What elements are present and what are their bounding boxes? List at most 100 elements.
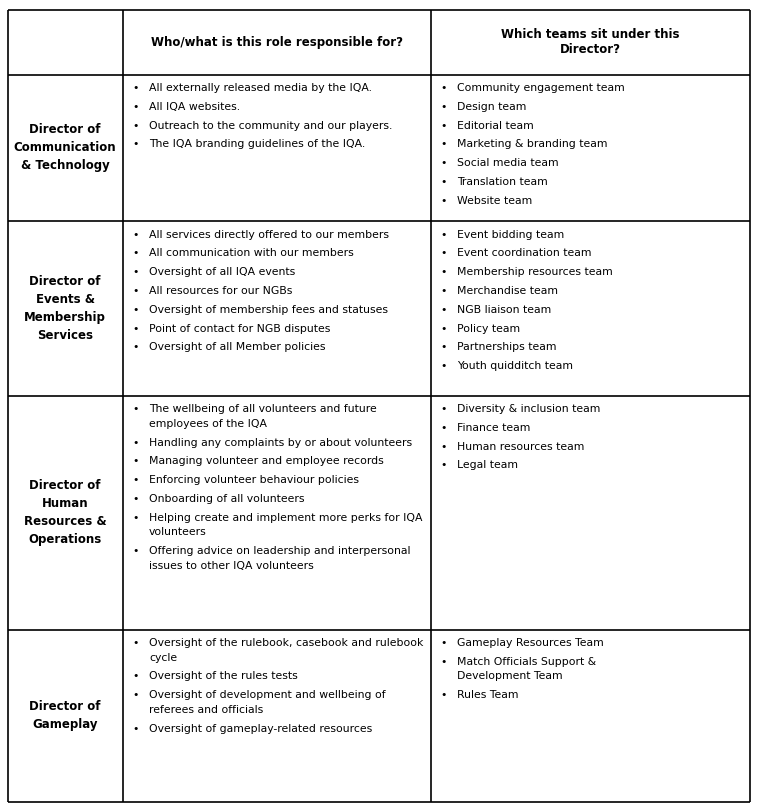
Text: Match Officials Support &: Match Officials Support & bbox=[457, 657, 597, 667]
Text: Membership resources team: Membership resources team bbox=[457, 267, 613, 277]
Text: •: • bbox=[132, 305, 139, 315]
Text: Human resources team: Human resources team bbox=[457, 442, 584, 452]
Text: All services directly offered to our members: All services directly offered to our mem… bbox=[149, 229, 389, 239]
Text: •: • bbox=[132, 690, 139, 701]
Text: •: • bbox=[440, 102, 446, 112]
Text: Merchandise team: Merchandise team bbox=[457, 286, 559, 296]
Text: The IQA branding guidelines of the IQA.: The IQA branding guidelines of the IQA. bbox=[149, 139, 365, 149]
Text: •: • bbox=[132, 343, 139, 352]
Text: Rules Team: Rules Team bbox=[457, 690, 519, 701]
Text: •: • bbox=[132, 437, 139, 448]
Text: Enforcing volunteer behaviour policies: Enforcing volunteer behaviour policies bbox=[149, 475, 359, 485]
Text: •: • bbox=[132, 139, 139, 149]
Text: Director of
Human
Resources &
Operations: Director of Human Resources & Operations bbox=[23, 479, 106, 546]
Text: •: • bbox=[440, 158, 446, 168]
Text: •: • bbox=[440, 323, 446, 334]
Text: •: • bbox=[132, 248, 139, 259]
Text: •: • bbox=[440, 690, 446, 701]
Text: Outreach to the community and our players.: Outreach to the community and our player… bbox=[149, 120, 393, 131]
Text: •: • bbox=[440, 196, 446, 206]
Text: Design team: Design team bbox=[457, 102, 527, 112]
Text: All IQA websites.: All IQA websites. bbox=[149, 102, 240, 112]
Text: Director of
Events &
Membership
Services: Director of Events & Membership Services bbox=[24, 275, 106, 342]
Text: Oversight of membership fees and statuses: Oversight of membership fees and statuse… bbox=[149, 305, 388, 315]
Text: •: • bbox=[440, 404, 446, 414]
Text: employees of the IQA: employees of the IQA bbox=[149, 419, 267, 429]
Text: Editorial team: Editorial team bbox=[457, 120, 534, 131]
Text: •: • bbox=[132, 546, 139, 556]
Text: Director of
Communication
& Technology: Director of Communication & Technology bbox=[14, 124, 117, 172]
Text: •: • bbox=[440, 305, 446, 315]
Text: •: • bbox=[440, 423, 446, 433]
Text: •: • bbox=[132, 724, 139, 734]
Text: cycle: cycle bbox=[149, 653, 177, 663]
Text: Oversight of all Member policies: Oversight of all Member policies bbox=[149, 343, 326, 352]
Text: •: • bbox=[132, 120, 139, 131]
Text: All externally released media by the IQA.: All externally released media by the IQA… bbox=[149, 83, 372, 93]
Text: Legal team: Legal team bbox=[457, 461, 518, 470]
Text: •: • bbox=[440, 83, 446, 93]
Text: Who/what is this role responsible for?: Who/what is this role responsible for? bbox=[151, 36, 402, 48]
Text: Website team: Website team bbox=[457, 196, 533, 206]
Text: •: • bbox=[132, 404, 139, 414]
Text: Development Team: Development Team bbox=[457, 671, 563, 681]
Text: •: • bbox=[440, 657, 446, 667]
Text: •: • bbox=[440, 248, 446, 259]
Text: •: • bbox=[132, 638, 139, 648]
Text: Handling any complaints by or about volunteers: Handling any complaints by or about volu… bbox=[149, 437, 412, 448]
Text: Onboarding of all volunteers: Onboarding of all volunteers bbox=[149, 494, 305, 504]
Text: All communication with our members: All communication with our members bbox=[149, 248, 354, 259]
Text: •: • bbox=[440, 343, 446, 352]
Text: •: • bbox=[440, 177, 446, 187]
Text: Social media team: Social media team bbox=[457, 158, 559, 168]
Text: Managing volunteer and employee records: Managing volunteer and employee records bbox=[149, 457, 384, 466]
Text: •: • bbox=[132, 83, 139, 93]
Text: Offering advice on leadership and interpersonal: Offering advice on leadership and interp… bbox=[149, 546, 411, 556]
Text: •: • bbox=[440, 120, 446, 131]
Text: Finance team: Finance team bbox=[457, 423, 531, 433]
Text: Community engagement team: Community engagement team bbox=[457, 83, 625, 93]
Text: •: • bbox=[132, 323, 139, 334]
Text: •: • bbox=[440, 361, 446, 371]
Text: Oversight of the rulebook, casebook and rulebook: Oversight of the rulebook, casebook and … bbox=[149, 638, 424, 648]
Text: Partnerships team: Partnerships team bbox=[457, 343, 557, 352]
Text: •: • bbox=[440, 442, 446, 452]
Text: Oversight of all IQA events: Oversight of all IQA events bbox=[149, 267, 296, 277]
Text: •: • bbox=[440, 267, 446, 277]
Text: •: • bbox=[132, 286, 139, 296]
Text: •: • bbox=[440, 461, 446, 470]
Text: •: • bbox=[132, 229, 139, 239]
Text: Marketing & branding team: Marketing & branding team bbox=[457, 139, 608, 149]
Text: Youth quidditch team: Youth quidditch team bbox=[457, 361, 573, 371]
Text: Oversight of gameplay-related resources: Oversight of gameplay-related resources bbox=[149, 724, 372, 734]
Text: •: • bbox=[132, 102, 139, 112]
Text: Translation team: Translation team bbox=[457, 177, 548, 187]
Text: Gameplay Resources Team: Gameplay Resources Team bbox=[457, 638, 604, 648]
Text: •: • bbox=[440, 286, 446, 296]
Text: •: • bbox=[440, 638, 446, 648]
Text: issues to other IQA volunteers: issues to other IQA volunteers bbox=[149, 561, 314, 570]
Text: Which teams sit under this
Director?: Which teams sit under this Director? bbox=[502, 28, 680, 57]
Text: •: • bbox=[132, 457, 139, 466]
Text: Director of
Gameplay: Director of Gameplay bbox=[30, 700, 101, 731]
Text: Oversight of development and wellbeing of: Oversight of development and wellbeing o… bbox=[149, 690, 386, 701]
Text: •: • bbox=[132, 475, 139, 485]
Text: All resources for our NGBs: All resources for our NGBs bbox=[149, 286, 293, 296]
Text: Helping create and implement more perks for IQA: Helping create and implement more perks … bbox=[149, 512, 423, 523]
Text: Event bidding team: Event bidding team bbox=[457, 229, 565, 239]
Text: •: • bbox=[132, 494, 139, 504]
Text: •: • bbox=[440, 139, 446, 149]
Text: •: • bbox=[132, 512, 139, 523]
Text: Oversight of the rules tests: Oversight of the rules tests bbox=[149, 671, 298, 681]
Text: •: • bbox=[132, 267, 139, 277]
Text: referees and officials: referees and officials bbox=[149, 705, 263, 715]
Text: volunteers: volunteers bbox=[149, 528, 207, 537]
Text: Policy team: Policy team bbox=[457, 323, 521, 334]
Text: Diversity & inclusion team: Diversity & inclusion team bbox=[457, 404, 601, 414]
Text: The wellbeing of all volunteers and future: The wellbeing of all volunteers and futu… bbox=[149, 404, 377, 414]
Text: NGB liaison team: NGB liaison team bbox=[457, 305, 552, 315]
Text: Point of contact for NGB disputes: Point of contact for NGB disputes bbox=[149, 323, 330, 334]
Text: •: • bbox=[132, 671, 139, 681]
Text: Event coordination team: Event coordination team bbox=[457, 248, 592, 259]
Text: •: • bbox=[440, 229, 446, 239]
